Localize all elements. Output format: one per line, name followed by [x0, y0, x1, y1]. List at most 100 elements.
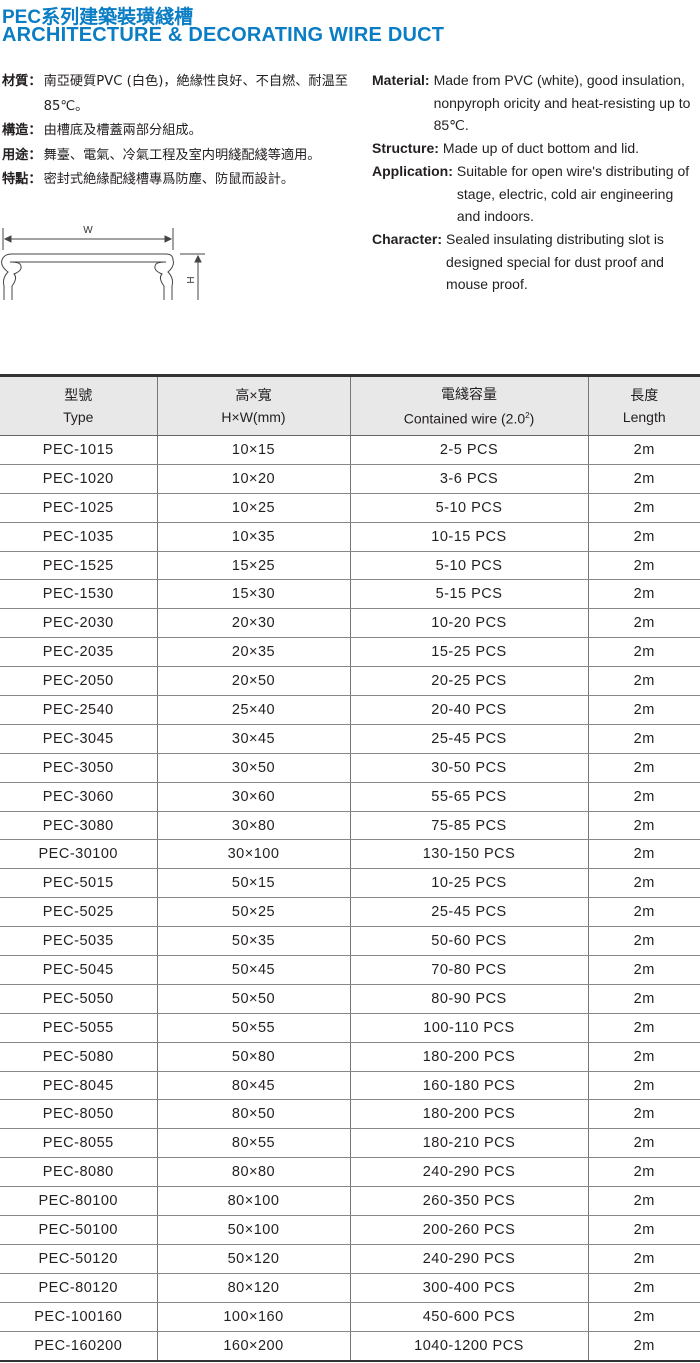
- cell-size: 20×50: [157, 666, 351, 697]
- cell-length: 2m: [588, 493, 700, 523]
- cell-contained-wire: 450-600 PCS: [350, 1302, 589, 1332]
- cell-contained-wire: 20-25 PCS: [350, 666, 589, 697]
- cell-length: 2m: [588, 1186, 700, 1217]
- header-size: 高×寬 H×W(mm): [157, 375, 351, 436]
- table-row: PEC-3080 30×80 75-85 PCS 2m: [0, 811, 700, 841]
- table-row: PEC-3045 30×45 25-45 PCS 2m: [0, 724, 700, 754]
- cell-length: 2m: [588, 666, 700, 697]
- cell-size: 80×45: [157, 1071, 351, 1101]
- cell-type: PEC-100160: [0, 1302, 158, 1332]
- cell-contained-wire: 130-150 PCS: [350, 839, 589, 870]
- table-row: PEC-1015 10×15 2-5 PCS 2m: [0, 435, 700, 465]
- cell-contained-wire: 70-80 PCS: [350, 955, 589, 985]
- cell-size: 80×55: [157, 1128, 351, 1159]
- cell-length: 2m: [588, 782, 700, 812]
- cell-type: PEC-3080: [0, 811, 158, 841]
- cell-size: 50×45: [157, 955, 351, 985]
- table-row: PEC-5050 50×50 80-90 PCS 2m: [0, 984, 700, 1014]
- cell-type: PEC-2035: [0, 637, 158, 668]
- cell-type: PEC-1035: [0, 522, 158, 552]
- cell-type: PEC-5050: [0, 984, 158, 1014]
- cell-size: 30×60: [157, 782, 351, 812]
- cell-length: 2m: [588, 753, 700, 783]
- cell-contained-wire: 300-400 PCS: [350, 1273, 589, 1303]
- cell-length: 2m: [588, 1128, 700, 1159]
- table-row: PEC-8080 80×80 240-290 PCS 2m: [0, 1157, 700, 1188]
- cell-contained-wire: 30-50 PCS: [350, 753, 589, 783]
- table-row: PEC-2540 25×40 20-40 PCS 2m: [0, 695, 700, 725]
- cell-length: 2m: [588, 1013, 700, 1043]
- cell-type: PEC-2540: [0, 695, 158, 725]
- cell-size: 10×15: [157, 435, 351, 465]
- cell-contained-wire: 15-25 PCS: [350, 637, 589, 668]
- cell-length: 2m: [588, 522, 700, 552]
- cell-size: 160×200: [157, 1331, 351, 1362]
- cell-length: 2m: [588, 1157, 700, 1188]
- cell-contained-wire: 180-200 PCS: [350, 1042, 589, 1072]
- cell-contained-wire: 5-10 PCS: [350, 493, 589, 523]
- table-row: PEC-3050 30×50 30-50 PCS 2m: [0, 753, 700, 783]
- table-row: PEC-2050 20×50 20-25 PCS 2m: [0, 666, 700, 697]
- title-zh: PEC系列建築裝璜綫槽: [2, 7, 194, 28]
- table-row: PEC-3060 30×60 55-65 PCS 2m: [0, 782, 700, 812]
- cell-length: 2m: [588, 724, 700, 754]
- cell-size: 50×100: [157, 1215, 351, 1245]
- cell-type: PEC-8055: [0, 1128, 158, 1159]
- cell-contained-wire: 240-290 PCS: [350, 1157, 589, 1188]
- cell-length: 2m: [588, 1244, 700, 1274]
- cell-size: 20×35: [157, 637, 351, 668]
- table-row: PEC-2030 20×30 10-20 PCS 2m: [0, 608, 700, 639]
- table-row: PEC-1035 10×35 10-15 PCS 2m: [0, 522, 700, 552]
- en-spec-character: Character: Sealed insulating distributing…: [372, 230, 664, 293]
- table-row: PEC-1530 15×30 5-15 PCS 2m: [0, 579, 700, 610]
- cell-type: PEC-5080: [0, 1042, 158, 1072]
- cell-size: 80×100: [157, 1186, 351, 1217]
- cell-contained-wire: 80-90 PCS: [350, 984, 589, 1014]
- cell-size: 10×35: [157, 522, 351, 552]
- en-specs: Material: Made from PVC (white), good ins…: [372, 69, 700, 296]
- cell-length: 2m: [588, 897, 700, 928]
- cell-contained-wire: 180-210 PCS: [350, 1128, 589, 1159]
- cell-size: 30×45: [157, 724, 351, 754]
- table-row: PEC-5055 50×55 100-110 PCS 2m: [0, 1013, 700, 1043]
- cell-length: 2m: [588, 435, 700, 465]
- table-row: PEC-50100 50×100 200-260 PCS 2m: [0, 1215, 700, 1245]
- cell-contained-wire: 20-40 PCS: [350, 695, 589, 725]
- table-row: PEC-5035 50×35 50-60 PCS 2m: [0, 926, 700, 957]
- cell-length: 2m: [588, 637, 700, 668]
- duct-inner-outline: [9, 261, 167, 300]
- cell-type: PEC-5015: [0, 868, 158, 899]
- cell-contained-wire: 5-10 PCS: [350, 551, 589, 581]
- cell-size: 10×25: [157, 493, 351, 523]
- cell-size: 50×25: [157, 897, 351, 928]
- cell-length: 2m: [588, 1273, 700, 1303]
- zh-specs: 材質： 南亞硬質PVC (白色)，絶緣性良好、不自燃、耐温至85℃。 構造： 由槽底…: [2, 70, 352, 193]
- cell-contained-wire: 260-350 PCS: [350, 1186, 589, 1217]
- cell-length: 2m: [588, 839, 700, 870]
- cell-contained-wire: 2-5 PCS: [350, 435, 589, 465]
- cell-type: PEC-3045: [0, 724, 158, 754]
- cell-contained-wire: 240-290 PCS: [350, 1244, 589, 1274]
- cell-length: 2m: [588, 1302, 700, 1332]
- cell-type: PEC-1525: [0, 551, 158, 581]
- cell-type: PEC-3060: [0, 782, 158, 812]
- cell-length: 2m: [588, 868, 700, 899]
- zh-spec-material: 材質： 南亞硬質PVC (白色)，絶緣性良好、不自燃、耐温至85℃。: [2, 74, 348, 114]
- cell-type: PEC-80120: [0, 1273, 158, 1303]
- cell-size: 50×80: [157, 1042, 351, 1072]
- table-row: PEC-5015 50×15 10-25 PCS 2m: [0, 868, 700, 899]
- header-length: 長度 Length: [588, 375, 700, 436]
- cell-length: 2m: [588, 1042, 700, 1072]
- table-row: PEC-100160 100×160 450-600 PCS 2m: [0, 1302, 700, 1332]
- cell-size: 50×35: [157, 926, 351, 957]
- cell-contained-wire: 100-110 PCS: [350, 1013, 589, 1043]
- cell-length: 2m: [588, 955, 700, 985]
- cell-size: 30×100: [157, 839, 351, 870]
- cell-size: 20×30: [157, 608, 351, 639]
- cell-length: 2m: [588, 984, 700, 1014]
- table-row: PEC-50120 50×120 240-290 PCS 2m: [0, 1244, 700, 1274]
- table-row: PEC-1525 15×25 5-10 PCS 2m: [0, 551, 700, 581]
- cell-type: PEC-50120: [0, 1244, 158, 1274]
- cell-contained-wire: 180-200 PCS: [350, 1099, 589, 1130]
- duct-outer-outline: [1, 253, 174, 300]
